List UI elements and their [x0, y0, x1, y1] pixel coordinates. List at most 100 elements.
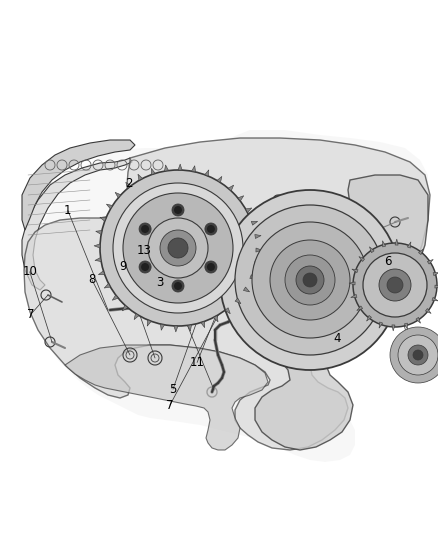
Polygon shape [164, 165, 169, 171]
Circle shape [387, 277, 403, 293]
Circle shape [168, 238, 188, 258]
Polygon shape [134, 313, 139, 320]
Polygon shape [382, 241, 386, 247]
Polygon shape [404, 323, 407, 329]
Circle shape [390, 327, 438, 383]
Text: 1: 1 [64, 204, 72, 217]
Text: 5: 5 [170, 383, 177, 395]
Circle shape [296, 266, 324, 294]
Polygon shape [174, 326, 178, 332]
Polygon shape [24, 138, 430, 450]
Polygon shape [407, 242, 411, 248]
Text: 7: 7 [166, 399, 174, 411]
Text: 11: 11 [190, 356, 205, 369]
Circle shape [408, 345, 428, 365]
Polygon shape [251, 221, 258, 225]
Circle shape [148, 218, 208, 278]
Polygon shape [22, 140, 135, 230]
Polygon shape [432, 297, 438, 301]
Circle shape [220, 190, 400, 370]
Circle shape [172, 280, 184, 292]
Polygon shape [99, 271, 105, 274]
Circle shape [141, 225, 149, 233]
Circle shape [205, 261, 217, 273]
Circle shape [353, 243, 437, 327]
Polygon shape [238, 196, 244, 201]
Polygon shape [228, 185, 233, 191]
Text: 8: 8 [88, 273, 95, 286]
Polygon shape [392, 325, 395, 331]
Polygon shape [246, 208, 252, 213]
Polygon shape [147, 320, 151, 326]
Polygon shape [160, 324, 164, 330]
Polygon shape [126, 182, 131, 188]
Circle shape [270, 240, 350, 320]
Polygon shape [255, 235, 261, 238]
Polygon shape [352, 269, 358, 273]
Polygon shape [201, 321, 205, 328]
Circle shape [174, 206, 182, 214]
Polygon shape [250, 274, 256, 279]
Text: 13: 13 [137, 244, 152, 257]
Circle shape [207, 225, 215, 233]
Polygon shape [65, 345, 268, 450]
Circle shape [139, 261, 151, 273]
Polygon shape [217, 176, 222, 183]
Circle shape [398, 335, 438, 375]
Circle shape [113, 183, 243, 313]
Polygon shape [25, 130, 428, 462]
Polygon shape [419, 249, 424, 255]
Polygon shape [191, 166, 195, 172]
Polygon shape [205, 170, 209, 176]
Circle shape [160, 230, 196, 266]
Polygon shape [244, 287, 250, 292]
Circle shape [303, 273, 317, 287]
Polygon shape [100, 217, 106, 221]
Circle shape [413, 350, 423, 360]
Polygon shape [244, 175, 428, 450]
Polygon shape [256, 248, 262, 252]
Polygon shape [349, 282, 355, 285]
Circle shape [172, 204, 184, 216]
Circle shape [252, 222, 368, 338]
Polygon shape [95, 257, 101, 262]
Circle shape [174, 282, 182, 290]
Polygon shape [254, 262, 260, 265]
Polygon shape [112, 295, 118, 300]
Text: 10: 10 [22, 265, 37, 278]
Polygon shape [433, 272, 438, 276]
Polygon shape [115, 192, 121, 198]
Polygon shape [122, 305, 128, 311]
Polygon shape [435, 285, 438, 288]
Polygon shape [351, 294, 357, 297]
Polygon shape [425, 309, 431, 313]
Text: 9: 9 [119, 260, 127, 273]
Polygon shape [427, 260, 433, 264]
Polygon shape [104, 284, 110, 288]
Polygon shape [225, 308, 230, 314]
Text: 2: 2 [125, 177, 133, 190]
Circle shape [205, 223, 217, 235]
Circle shape [363, 253, 427, 317]
Polygon shape [94, 244, 100, 248]
Circle shape [207, 263, 215, 271]
Polygon shape [178, 164, 182, 170]
Circle shape [285, 255, 335, 305]
Circle shape [141, 263, 149, 271]
Text: 4: 4 [333, 332, 341, 345]
Circle shape [123, 193, 233, 303]
Polygon shape [235, 298, 241, 304]
Circle shape [235, 205, 385, 355]
Polygon shape [138, 174, 143, 181]
Polygon shape [367, 316, 371, 321]
Circle shape [379, 269, 411, 301]
Polygon shape [106, 204, 113, 209]
Text: 6: 6 [384, 255, 392, 268]
Polygon shape [151, 168, 155, 175]
Text: 7: 7 [27, 308, 35, 321]
Polygon shape [416, 317, 420, 323]
Text: 3: 3 [156, 276, 163, 289]
Polygon shape [22, 158, 132, 290]
Polygon shape [213, 316, 218, 322]
Circle shape [100, 170, 256, 326]
